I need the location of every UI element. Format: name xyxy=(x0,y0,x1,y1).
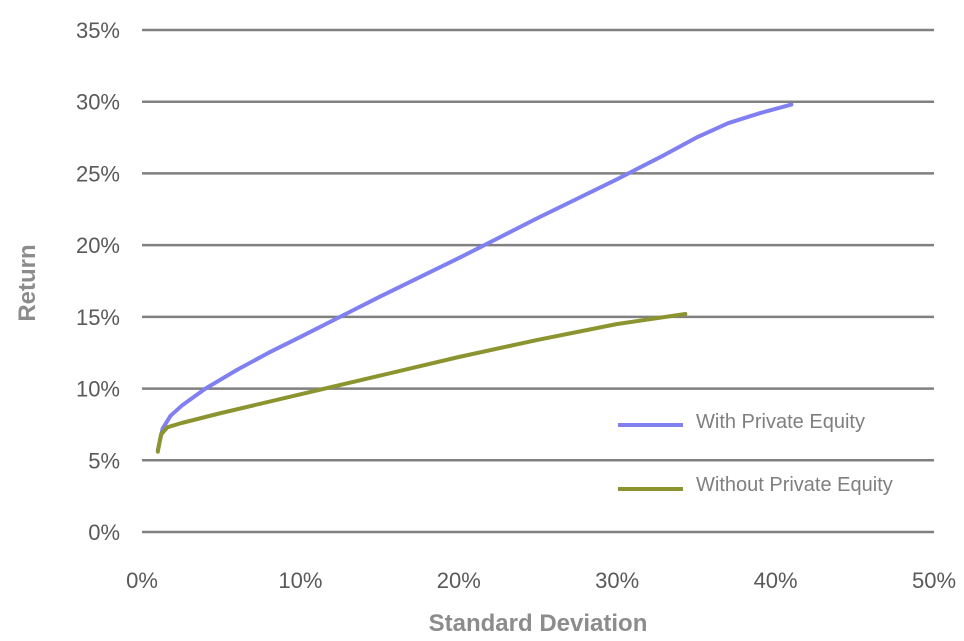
gridlines xyxy=(142,28,934,534)
series-line-with-private-equity xyxy=(155,102,794,453)
series-line-without-private-equity xyxy=(155,312,688,454)
y-tick-label: 35% xyxy=(76,18,120,43)
x-tick-label: 30% xyxy=(595,568,639,593)
y-axis-title: Return xyxy=(14,244,41,321)
x-tick-label: 10% xyxy=(278,568,322,593)
y-tick-label: 5% xyxy=(88,448,120,473)
x-tick-label: 0% xyxy=(126,568,158,593)
x-axis-ticks: 0% 10% 20% 30% 40% 50% xyxy=(126,568,956,593)
y-tick-label: 30% xyxy=(76,90,120,115)
y-tick-label: 15% xyxy=(76,305,120,330)
legend-label-with-private-equity: With Private Equity xyxy=(696,411,865,433)
x-axis-title: Standard Deviation xyxy=(429,610,648,637)
y-axis-ticks: 0% 5% 10% 15% 20% 25% 30% 35% xyxy=(76,18,120,545)
legend-label-without-private-equity: Without Private Equity xyxy=(696,474,893,496)
y-tick-label: 10% xyxy=(76,377,120,402)
legend: With Private Equity Without Private Equi… xyxy=(618,411,893,496)
x-tick-label: 20% xyxy=(437,568,481,593)
series-lines xyxy=(155,102,794,454)
x-tick-label: 40% xyxy=(754,568,798,593)
x-tick-label: 50% xyxy=(912,568,956,593)
y-tick-label: 0% xyxy=(88,520,120,545)
y-tick-label: 20% xyxy=(76,233,120,258)
y-tick-label: 25% xyxy=(76,161,120,186)
